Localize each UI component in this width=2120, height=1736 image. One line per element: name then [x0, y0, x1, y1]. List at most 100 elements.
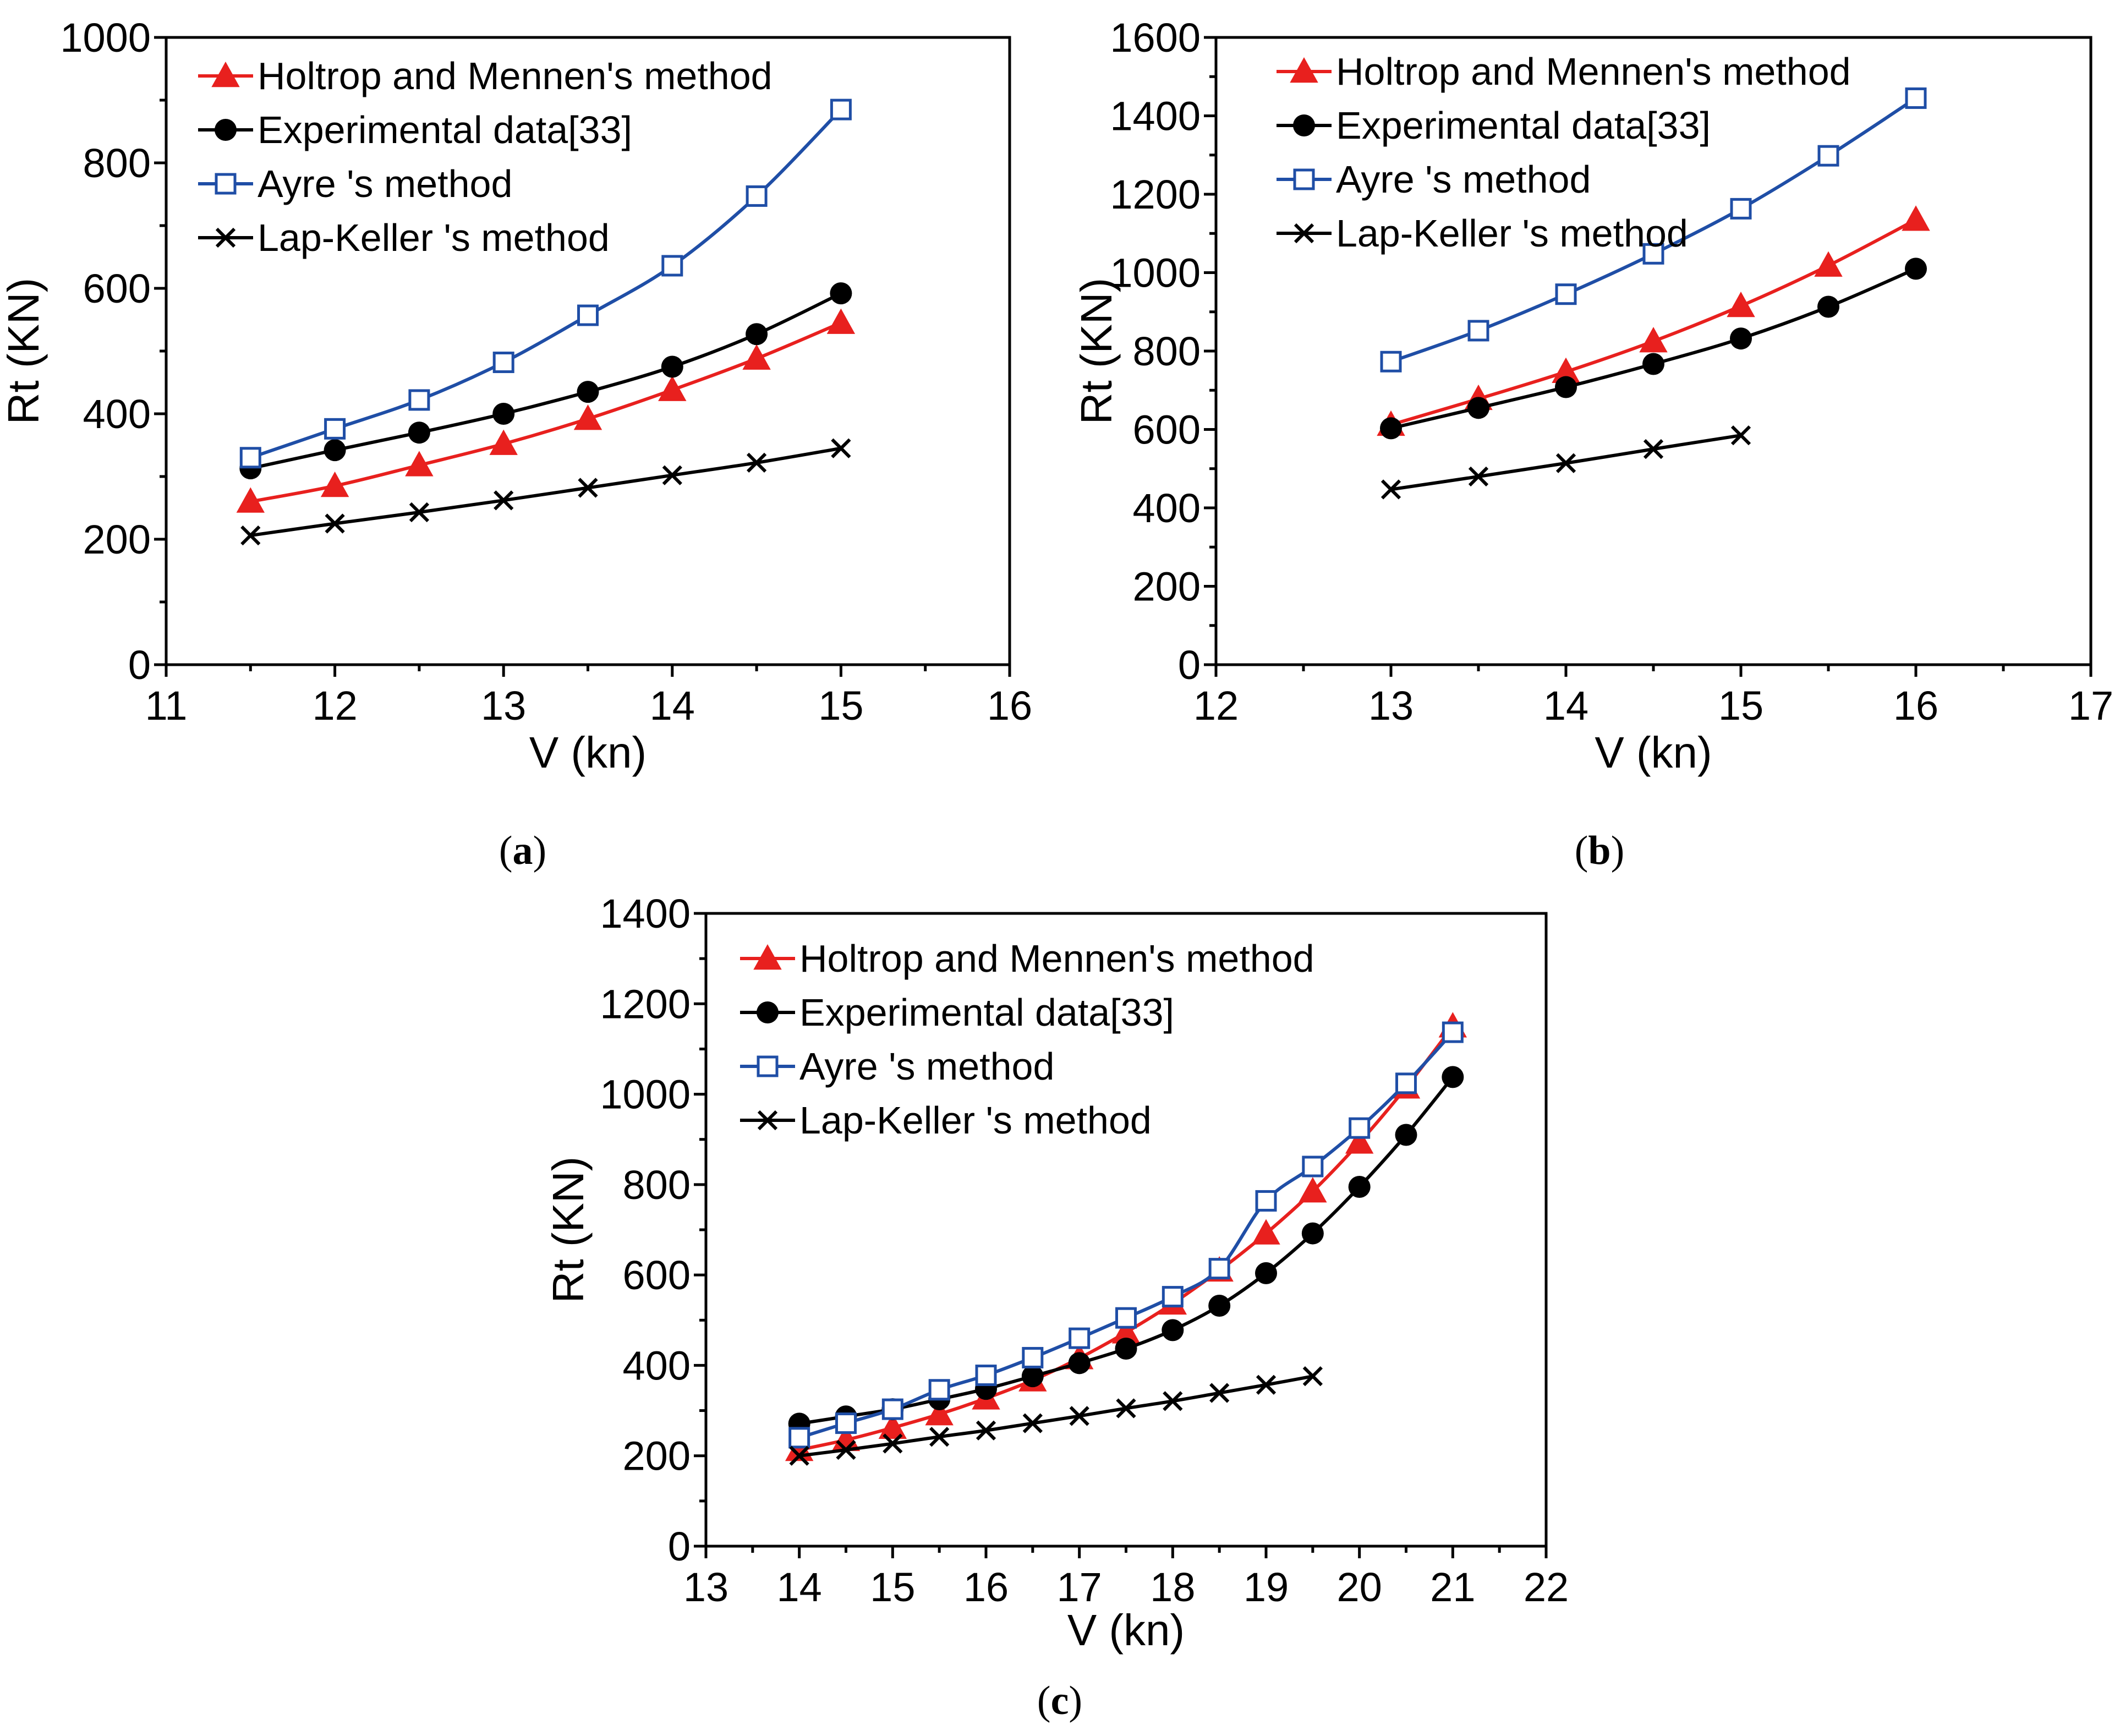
data-point: [1639, 327, 1668, 353]
legend-label: Lap-Keller 's method: [258, 216, 610, 259]
data-point: [1381, 479, 1401, 500]
data-point: [661, 355, 683, 378]
series-triangle: [236, 308, 856, 513]
data-point: [489, 429, 518, 455]
data-point: [746, 185, 768, 207]
data-point: [1116, 1398, 1136, 1419]
data-point: [830, 98, 852, 121]
data-point: [1380, 351, 1402, 373]
y-tick-label: 1000: [60, 15, 151, 61]
data-point: [408, 421, 430, 444]
series-x: [240, 438, 851, 546]
data-point: [492, 403, 515, 425]
data-point: [1162, 1286, 1184, 1308]
series-line: [798, 1031, 1454, 1439]
data-point: [1256, 1374, 1277, 1395]
legend-marker: [757, 1110, 778, 1131]
y-axis-title: Rt (KN): [0, 278, 48, 425]
legend-label: Lap-Keller 's method: [1336, 212, 1688, 255]
legend-label: Experimental data[33]: [799, 991, 1174, 1034]
x-tick-label: 19: [1243, 1564, 1289, 1610]
y-tick-label: 600: [83, 266, 151, 311]
y-axis-title: Rt (KN): [1072, 278, 1121, 425]
data-point: [976, 1420, 996, 1441]
y-tick-label: 1400: [1110, 94, 1201, 139]
series-x: [789, 1366, 1323, 1466]
data-point: [239, 447, 261, 469]
caption-c: (c): [1037, 1678, 1082, 1723]
data-point: [883, 1433, 903, 1454]
data-point: [789, 1445, 809, 1466]
data-point: [320, 472, 349, 497]
data-point: [742, 344, 771, 370]
x-tick-label: 18: [1150, 1564, 1195, 1610]
legend-marker: [211, 61, 240, 87]
data-point: [975, 1365, 997, 1386]
y-tick-label: 600: [623, 1252, 691, 1298]
series-square: [1380, 87, 1927, 373]
series-circle: [1380, 258, 1927, 440]
data-point: [1643, 439, 1664, 459]
legend-marker: [215, 227, 236, 248]
legend-label: Ayre 's method: [258, 162, 512, 205]
data-point: [1902, 205, 1930, 231]
legend: Holtrop and Mennen's method Experimental …: [1277, 50, 1851, 255]
y-tick-label: 200: [1133, 564, 1201, 610]
x-tick-label: 13: [1368, 683, 1414, 729]
x-tick-label: 14: [650, 683, 695, 729]
data-point: [1468, 466, 1489, 487]
data-point: [1817, 145, 1839, 167]
y-tick-label: 400: [623, 1343, 691, 1388]
data-point: [405, 451, 434, 477]
data-point: [658, 375, 687, 401]
series-square: [239, 98, 852, 469]
y-tick-label: 0: [128, 642, 151, 688]
data-point: [1348, 1175, 1371, 1198]
x-axis-title: V (kn): [1595, 728, 1712, 777]
data-point: [1642, 243, 1664, 265]
data-point: [1555, 283, 1577, 305]
series-x: [1381, 425, 1751, 500]
y-tick-label: 0: [668, 1524, 691, 1569]
data-point: [1069, 1327, 1091, 1349]
data-point: [746, 323, 768, 346]
x-tick-label: 17: [1057, 1564, 1102, 1610]
x-tick-label: 17: [2068, 683, 2113, 729]
y-tick-label: 0: [1178, 642, 1201, 688]
legend-marker: [1293, 168, 1315, 190]
x-tick-label: 15: [818, 683, 863, 729]
data-point: [1555, 376, 1577, 398]
y-tick-label: 1600: [1110, 15, 1201, 61]
data-point: [1730, 327, 1752, 350]
x-tick-label: 22: [1524, 1564, 1569, 1610]
y-tick-label: 600: [1133, 407, 1201, 453]
series-circle: [239, 282, 852, 480]
series-line: [250, 108, 842, 459]
data-point: [1905, 87, 1927, 109]
chart-panel-b: 12 13 14 15 16 17 0 200 400 600 800 1000 1200 1400 160…: [1072, 15, 2113, 777]
data-point: [1022, 1346, 1044, 1368]
y-tick-label: 1200: [1110, 172, 1201, 217]
legend-label: Holtrop and Mennen's method: [1336, 50, 1851, 93]
x-axis-title: V (kn): [529, 728, 647, 777]
data-point: [1252, 1219, 1280, 1245]
y-tick-label: 800: [1133, 328, 1201, 374]
data-point: [409, 502, 430, 523]
data-point: [1555, 453, 1576, 473]
legend-label: Holtrop and Mennen's method: [799, 937, 1314, 980]
x-tick-label: 21: [1430, 1564, 1475, 1610]
data-point: [1209, 1383, 1230, 1403]
x-tick-label: 11: [145, 683, 188, 729]
y-tick-label: 1000: [1110, 250, 1201, 296]
series-line: [799, 1025, 1454, 1452]
series-line: [799, 1374, 1313, 1458]
y-tick-label: 1200: [600, 981, 691, 1027]
data-point: [408, 389, 430, 411]
caption-a: (a): [499, 828, 546, 873]
x-tick-label: 16: [963, 1564, 1009, 1610]
data-point: [1442, 1066, 1464, 1088]
data-point: [1905, 258, 1927, 280]
data-point: [1163, 1391, 1183, 1411]
data-point: [1814, 251, 1843, 277]
